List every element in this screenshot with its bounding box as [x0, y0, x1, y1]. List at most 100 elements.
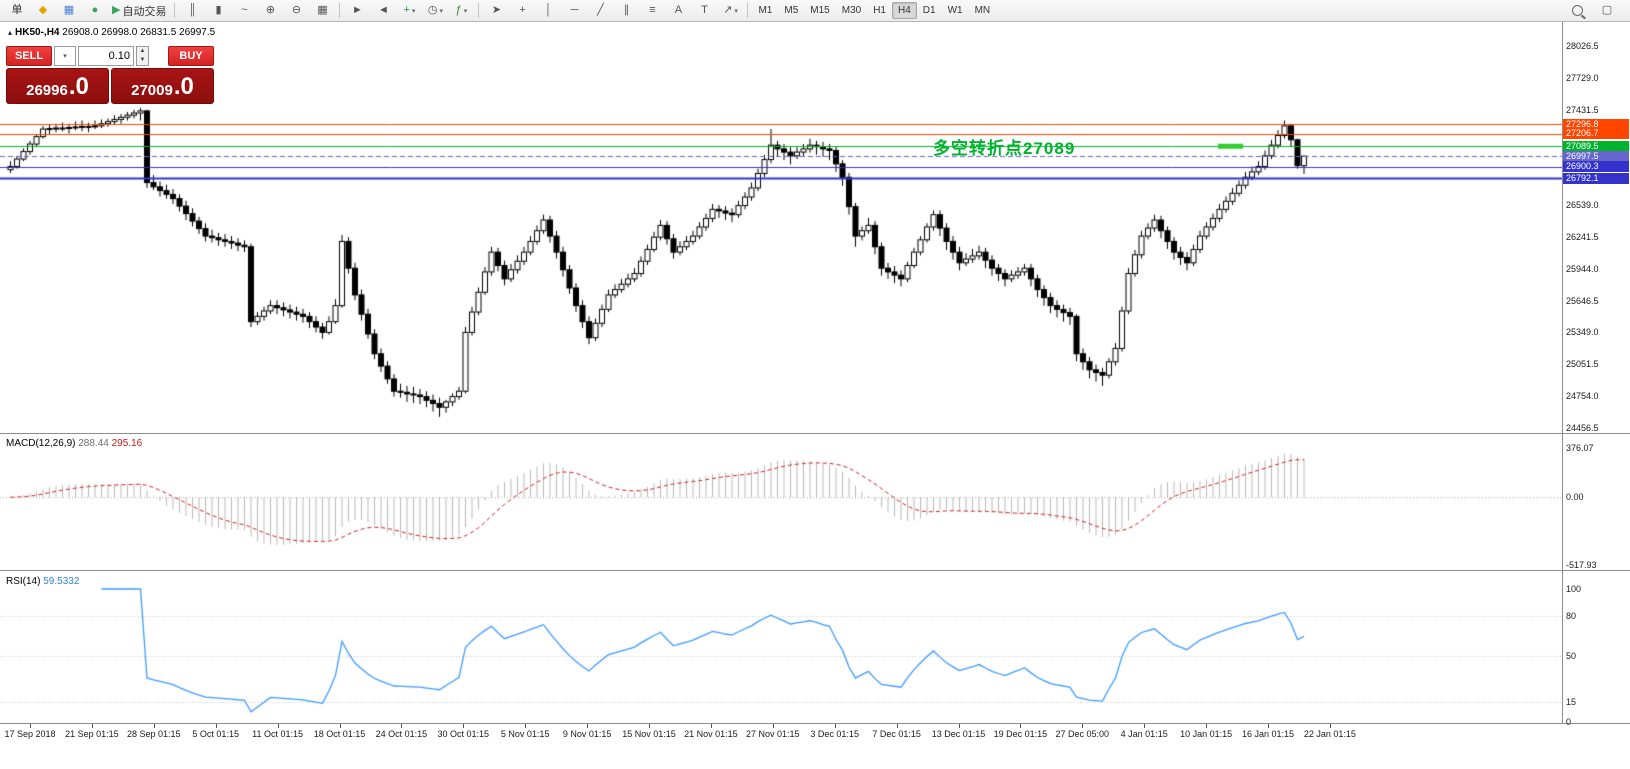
price-scale-tick[interactable]: 24754.0 [1566, 391, 1599, 402]
macd-indicator-canvas[interactable] [0, 434, 1562, 570]
time-scale-label[interactable]: 28 Sep 01:15 [127, 729, 181, 739]
new-order-button[interactable]: 单 [4, 1, 30, 21]
price-chart-canvas[interactable] [0, 22, 1562, 433]
time-scale-label[interactable]: 5 Oct 01:15 [192, 729, 239, 739]
price-line-label[interactable]: 26900.3 [1563, 161, 1629, 172]
time-scale-label[interactable]: 13 Dec 01:15 [931, 729, 986, 739]
chart-bars-button[interactable]: ║ [179, 1, 205, 21]
price-scale-tick[interactable]: 24456.5 [1566, 422, 1599, 433]
chart-shift-button[interactable]: ◄ [370, 1, 396, 21]
time-scale-label[interactable]: 18 Oct 01:15 [313, 729, 366, 739]
chart-line-button[interactable]: ~ [231, 1, 257, 21]
price-line-label[interactable]: 26792.1 [1563, 172, 1629, 184]
volume-stepper[interactable]: ▲ ▼ [136, 46, 149, 66]
rsi-indicator-canvas[interactable] [0, 571, 1562, 723]
zoom-in-button[interactable]: ⊕ [257, 1, 283, 21]
timeframe-d1-button[interactable]: D1 [922, 5, 936, 16]
timeframe-m5-button[interactable]: M5 [784, 5, 799, 16]
vertical-line-button[interactable]: │ [535, 1, 561, 21]
timeframe-m30-button[interactable]: M30 [841, 5, 862, 16]
navigator-button[interactable]: ● [82, 1, 108, 21]
trendline-button[interactable]: ╱ [587, 1, 613, 21]
market-watch-button[interactable]: ◆ [30, 1, 56, 21]
volume-down-icon[interactable]: ▼ [139, 57, 146, 63]
time-scale-label[interactable]: 4 Jan 01:15 [1120, 729, 1168, 739]
time-scale-label[interactable]: 7 Dec 01:15 [872, 729, 921, 739]
text-button[interactable]: A [665, 1, 691, 21]
data-window-button[interactable]: ▦ [56, 1, 82, 21]
price-scale-tick[interactable]: 25349.0 [1566, 327, 1599, 338]
time-scale-label[interactable]: 5 Nov 01:15 [500, 729, 550, 739]
search-button[interactable] [1564, 1, 1590, 21]
time-scale-label[interactable]: 19 Dec 01:15 [993, 729, 1048, 739]
time-scale-label[interactable]: 24 Oct 01:15 [375, 729, 428, 739]
timeframe-m15-button[interactable]: M15 [810, 5, 830, 16]
timeframe-mn-button[interactable]: MN [974, 5, 991, 16]
macd-scale-tick[interactable]: -517.93 [1566, 560, 1597, 571]
text-label-button[interactable]: T [691, 1, 717, 21]
time-scale-label[interactable]: 9 Nov 01:15 [562, 729, 612, 739]
autotrading-button[interactable]: ▶ 自动交易 [108, 1, 170, 21]
price-line-label[interactable]: 27206.7 [1563, 128, 1629, 140]
sell-price-display[interactable]: 26996 .0 [6, 68, 109, 104]
chart-annotation-text[interactable]: 多空转折点27089 [933, 139, 1076, 158]
time-scale-label[interactable]: 27 Dec 05:00 [1055, 729, 1110, 739]
fibonacci-button[interactable]: ≡ [639, 1, 665, 21]
time-scale-label[interactable]: 10 Jan 01:15 [1180, 729, 1233, 739]
timeframe-h1-button[interactable]: H1 [873, 5, 886, 16]
time-scale-label[interactable]: 3 Dec 01:15 [810, 729, 859, 739]
time-scale-label[interactable]: 27 Nov 01:15 [746, 729, 800, 739]
profiles-button[interactable]: ◷ ▾ [422, 1, 448, 21]
rsi-scale-tick[interactable]: 100 [1566, 584, 1582, 594]
price-line-label[interactable]: 27296.8 [1563, 118, 1629, 130]
cursor-button[interactable]: ➤ [483, 1, 509, 21]
macd-scale-tick[interactable]: 0.00 [1566, 492, 1584, 503]
time-scale-label[interactable]: 21 Sep 01:15 [65, 729, 119, 739]
macd-scale-tick[interactable]: 376.07 [1566, 443, 1594, 453]
price-line-label[interactable]: 27089.5 [1563, 140, 1629, 152]
price-scale-tick[interactable]: 25944.0 [1566, 263, 1599, 274]
panel-toggle-icon[interactable]: ▴ [8, 28, 13, 37]
sell-button[interactable]: SELL [6, 46, 52, 66]
price-line-label[interactable]: 26997.5 [1563, 150, 1629, 162]
timeframe-w1-button[interactable]: W1 [947, 5, 963, 16]
price-scale-tick[interactable]: 26539.0 [1566, 200, 1599, 211]
auto-scroll-button[interactable]: ► [344, 1, 370, 21]
tile-windows-button[interactable]: ▦ [309, 1, 335, 21]
buy-button[interactable]: BUY [168, 46, 214, 66]
timeframe-h4-button[interactable]: H4 [891, 2, 917, 19]
rsi-scale-tick[interactable]: 80 [1566, 610, 1577, 621]
price-scale-tick[interactable]: 27431.5 [1566, 104, 1599, 115]
rsi-scale-tick[interactable]: 0 [1566, 717, 1572, 727]
price-scale-tick[interactable]: 28026.5 [1566, 41, 1599, 51]
pane-separator[interactable] [0, 570, 1630, 571]
time-scale-label[interactable]: 30 Oct 01:15 [437, 729, 490, 739]
time-scale-label[interactable]: 21 Nov 01:15 [684, 729, 738, 739]
price-scale-tick[interactable]: 27729.0 [1566, 72, 1599, 83]
buy-price-display[interactable]: 27009 .0 [111, 68, 214, 104]
time-scale-label[interactable]: 15 Nov 01:15 [622, 729, 676, 739]
time-scale-label[interactable]: 11 Oct 01:15 [252, 729, 304, 739]
window-button[interactable]: ▢ [1594, 1, 1620, 21]
arrows-menu-button[interactable]: ↗ ▾ [717, 1, 743, 21]
time-scale-label[interactable]: 22 Jan 01:15 [1303, 729, 1356, 739]
new-chart-button[interactable]: + ▾ [396, 1, 422, 21]
rsi-scale-tick[interactable]: 15 [1566, 697, 1577, 708]
price-scale-tick[interactable]: 25051.5 [1566, 359, 1599, 370]
time-scale-label[interactable]: 17 Sep 2018 [4, 729, 56, 739]
volume-up-icon[interactable]: ▲ [139, 48, 146, 54]
price-scale-tick[interactable]: 25646.5 [1566, 295, 1599, 306]
timeframe-m1-button[interactable]: M1 [758, 5, 773, 16]
price-scale-tick[interactable]: 26241.5 [1566, 231, 1599, 242]
zoom-out-button[interactable]: ⊖ [283, 1, 309, 21]
pane-separator[interactable] [0, 433, 1630, 434]
volume-input[interactable] [78, 46, 134, 66]
rsi-scale-tick[interactable]: 50 [1566, 650, 1577, 661]
equidistant-channel-button[interactable]: ∥ [613, 1, 639, 21]
time-scale-label[interactable]: 16 Jan 01:15 [1241, 729, 1295, 739]
horizontal-line-button[interactable]: ─ [561, 1, 587, 21]
chart-candles-button[interactable]: ▮ [205, 1, 231, 21]
indicators-menu-button[interactable]: ƒ ▾ [448, 1, 474, 21]
crosshair-button[interactable]: + [509, 1, 535, 21]
volume-dropdown[interactable]: ▾ [54, 46, 76, 66]
